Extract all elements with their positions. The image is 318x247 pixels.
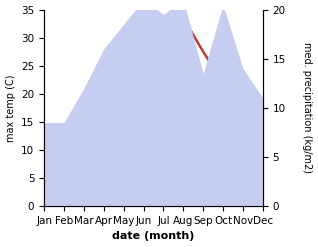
X-axis label: date (month): date (month) (112, 231, 195, 242)
Y-axis label: med. precipitation (kg/m2): med. precipitation (kg/m2) (302, 42, 313, 173)
Y-axis label: max temp (C): max temp (C) (5, 74, 16, 142)
